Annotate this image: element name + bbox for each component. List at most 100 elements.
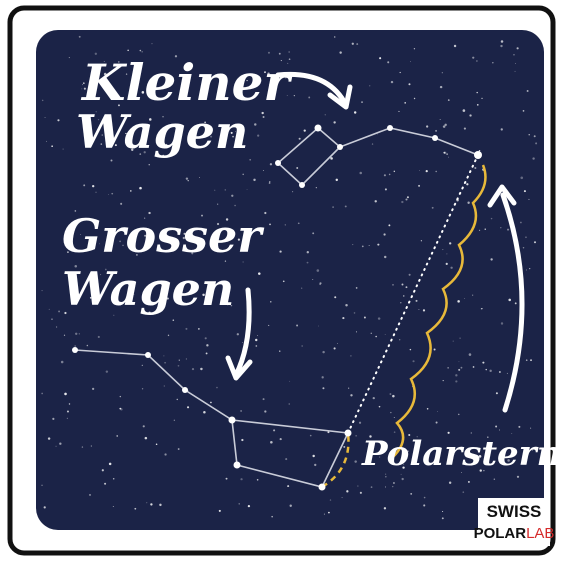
star: [473, 366, 475, 368]
star: [186, 358, 187, 359]
star: [279, 350, 280, 351]
star: [298, 222, 300, 224]
star: [89, 494, 91, 496]
star: [389, 174, 391, 176]
star: [49, 309, 50, 310]
star: [280, 438, 282, 440]
star: [51, 145, 53, 147]
star: [234, 205, 236, 207]
star: [385, 476, 386, 477]
star: [336, 179, 338, 181]
star: [134, 508, 136, 510]
star: [359, 172, 362, 175]
star: [187, 180, 188, 181]
star: [200, 368, 202, 370]
star: [59, 443, 61, 445]
star: [364, 316, 366, 318]
star: [217, 204, 218, 205]
star: [247, 189, 248, 190]
star: [242, 174, 243, 175]
star: [41, 485, 42, 486]
star: [529, 134, 530, 135]
star: [82, 446, 83, 447]
star: [357, 486, 358, 487]
star: [178, 448, 180, 450]
star: [435, 130, 437, 132]
star: [527, 90, 529, 92]
star: [476, 60, 477, 61]
star: [455, 380, 457, 382]
star: [310, 435, 312, 437]
star: [384, 174, 386, 176]
star: [393, 482, 395, 484]
star: [130, 190, 132, 192]
star: [372, 143, 373, 144]
star: [342, 497, 343, 498]
star: [426, 125, 428, 127]
star: [237, 333, 239, 335]
star: [263, 116, 265, 118]
star: [334, 347, 336, 349]
star: [330, 499, 331, 500]
star: [526, 269, 527, 270]
star: [392, 395, 395, 398]
star: [403, 295, 404, 296]
star: [469, 353, 472, 356]
star: [52, 418, 54, 420]
logo-text: POLARLAB: [474, 525, 555, 542]
star: [449, 242, 451, 244]
star: [249, 159, 251, 161]
star: [116, 435, 117, 436]
star: [64, 335, 65, 336]
star: [308, 97, 310, 99]
star: [334, 36, 336, 38]
star: [301, 288, 302, 289]
star: [87, 345, 89, 347]
star: [458, 369, 460, 371]
star: [515, 63, 516, 64]
star: [472, 57, 474, 59]
star: [401, 478, 403, 480]
star: [423, 504, 425, 506]
star: [255, 339, 257, 341]
star: [289, 381, 290, 382]
star: [410, 349, 411, 350]
star: [440, 86, 442, 88]
star: [205, 337, 207, 339]
star: [424, 497, 426, 499]
star: [56, 446, 57, 447]
star: [409, 274, 411, 276]
star: [350, 394, 352, 396]
star: [448, 99, 450, 101]
star: [394, 431, 396, 433]
logo-text: POLAR: [474, 525, 527, 542]
star: [98, 336, 100, 338]
star: [418, 185, 420, 187]
star: [423, 309, 425, 311]
star: [414, 48, 415, 49]
star: [499, 371, 501, 373]
star: [481, 98, 482, 99]
star: [79, 333, 80, 334]
star: [472, 295, 473, 296]
star: [312, 455, 314, 457]
star: [496, 392, 498, 394]
star: [457, 300, 459, 302]
star: [61, 361, 64, 364]
star: [285, 224, 286, 225]
star: [317, 269, 320, 272]
star: [168, 335, 169, 336]
star: [529, 268, 530, 269]
star: [523, 247, 524, 248]
star: [185, 328, 187, 330]
star: [362, 246, 364, 248]
star: [385, 188, 387, 190]
star: [388, 224, 390, 226]
star: [446, 253, 447, 254]
star: [186, 177, 188, 179]
label: Wagen: [62, 262, 234, 316]
star: [385, 487, 386, 488]
star: [520, 177, 523, 180]
star: [120, 408, 122, 410]
star: [419, 170, 420, 171]
